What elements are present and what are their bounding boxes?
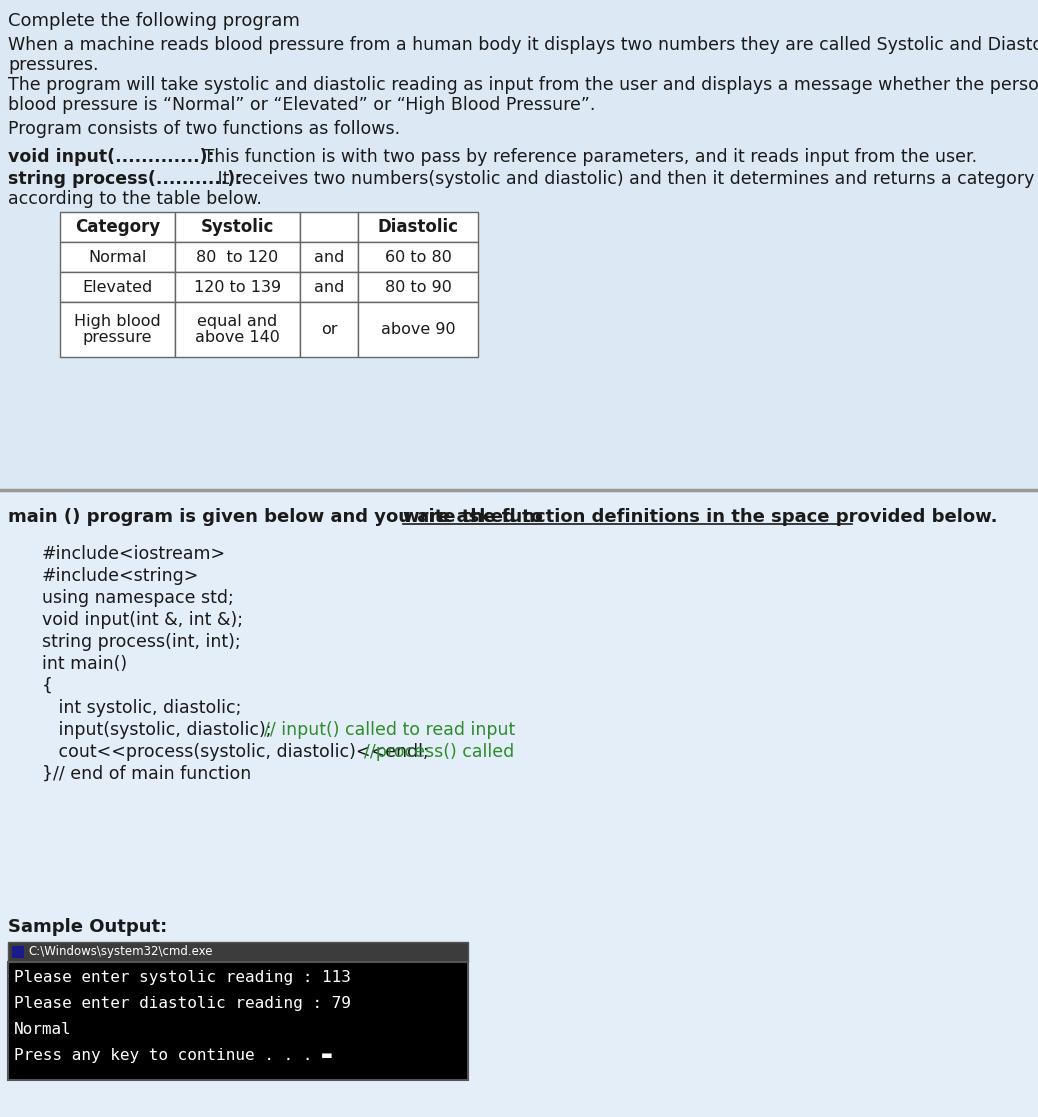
Text: or: or (321, 322, 337, 337)
Text: and: and (313, 249, 345, 265)
Text: 120 to 139: 120 to 139 (194, 279, 281, 295)
Text: above 90: above 90 (381, 322, 456, 337)
Bar (358, 212, 479, 242)
Text: pressure: pressure (83, 330, 153, 345)
Bar (8, 962, 468, 1080)
Text: Normal: Normal (88, 249, 146, 265)
Bar (175, 273, 300, 302)
Bar (60, 242, 175, 273)
Text: int main(): int main() (42, 655, 127, 674)
Text: {: { (42, 677, 53, 695)
Text: Complete the following program: Complete the following program (8, 12, 300, 30)
Text: Please enter systolic reading : 113: Please enter systolic reading : 113 (13, 970, 351, 985)
Text: pressures.: pressures. (8, 56, 99, 74)
Text: Normal: Normal (13, 1022, 72, 1037)
Text: according to the table below.: according to the table below. (8, 190, 262, 208)
Text: void input(.............):: void input(.............): (8, 147, 215, 166)
Bar (358, 302, 479, 357)
Text: 60 to 80: 60 to 80 (384, 249, 452, 265)
Bar (300, 212, 358, 242)
Text: above 140: above 140 (195, 330, 280, 345)
Bar (12, 946, 24, 958)
Text: #include<iostream>: #include<iostream> (42, 545, 226, 563)
Text: void input(int &, int &);: void input(int &, int &); (42, 611, 243, 629)
Text: blood pressure is “Normal” or “Elevated” or “High Blood Pressure”.: blood pressure is “Normal” or “Elevated”… (8, 96, 596, 114)
Text: Press any key to continue . . . ▬: Press any key to continue . . . ▬ (13, 1048, 331, 1063)
Text: High blood: High blood (74, 314, 161, 330)
Bar (60, 273, 175, 302)
Text: It receives two numbers(systolic and diastolic) and then it determines and retur: It receives two numbers(systolic and dia… (213, 170, 1035, 188)
Text: Sample Output:: Sample Output: (8, 918, 167, 936)
Text: When a machine reads blood pressure from a human body it displays two numbers th: When a machine reads blood pressure from… (8, 36, 1038, 54)
Text: input(systolic, diastolic);: input(systolic, diastolic); (42, 720, 277, 739)
Text: Please enter diastolic reading : 79: Please enter diastolic reading : 79 (13, 996, 351, 1011)
Text: Program consists of two functions as follows.: Program consists of two functions as fol… (8, 120, 400, 139)
Bar (60, 212, 175, 242)
Bar (300, 302, 358, 357)
Bar (8, 942, 468, 962)
Bar (175, 212, 300, 242)
Text: write the function definitions in the space provided below.: write the function definitions in the sp… (403, 508, 998, 526)
Bar (175, 302, 300, 357)
Text: Elevated: Elevated (82, 279, 153, 295)
Text: The program will take systolic and diastolic reading as input from the user and : The program will take systolic and diast… (8, 76, 1038, 94)
Text: int systolic, diastolic;: int systolic, diastolic; (42, 699, 242, 717)
Bar (358, 242, 479, 273)
Text: Diastolic: Diastolic (378, 218, 459, 236)
Text: 80 to 90: 80 to 90 (384, 279, 452, 295)
Bar (300, 273, 358, 302)
Text: equal and: equal and (197, 314, 277, 330)
Text: Category: Category (75, 218, 160, 236)
Bar (300, 242, 358, 273)
Text: string process(int, int);: string process(int, int); (42, 633, 241, 651)
Text: This function is with two pass by reference parameters, and it reads input from : This function is with two pass by refere… (198, 147, 977, 166)
Text: //process() called: //process() called (363, 743, 514, 761)
Text: string process(...........):: string process(...........): (8, 170, 243, 188)
Bar (175, 242, 300, 273)
Text: cout<<process(systolic, diastolic)<<endl;: cout<<process(systolic, diastolic)<<endl… (42, 743, 434, 761)
Text: main () program is given below and you are asked to: main () program is given below and you a… (8, 508, 549, 526)
Text: }// end of main function: }// end of main function (42, 765, 251, 783)
Text: Systolic: Systolic (200, 218, 274, 236)
Bar (60, 302, 175, 357)
Text: using namespace std;: using namespace std; (42, 589, 234, 607)
Bar (0, 0, 1038, 490)
Text: // input() called to read input: // input() called to read input (264, 720, 515, 739)
Bar (358, 273, 479, 302)
Bar (0, 490, 1038, 1117)
Text: 80  to 120: 80 to 120 (196, 249, 278, 265)
Text: C:\Windows\system32\cmd.exe: C:\Windows\system32\cmd.exe (28, 945, 213, 958)
Text: #include<string>: #include<string> (42, 567, 199, 585)
Text: and: and (313, 279, 345, 295)
